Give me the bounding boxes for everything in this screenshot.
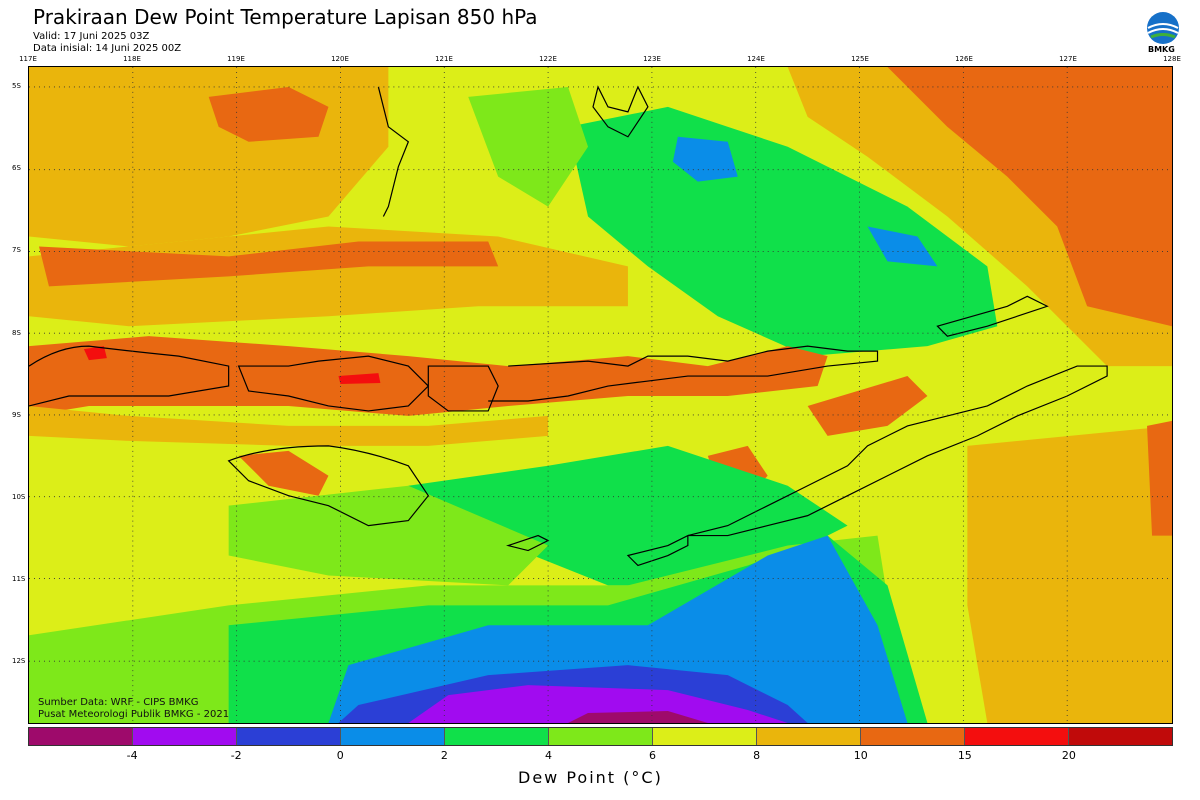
colorbar-tick-label: 4 [544,749,552,762]
dewpoint-map [28,66,1173,724]
coastlines [29,85,1108,567]
valid-time: Valid: 17 Juni 2025 03Z [33,31,150,42]
lon-label: 120E [331,55,349,63]
colorbar-segment [964,728,1068,745]
red-spot-central [338,373,381,385]
colorbar-segment [860,728,964,745]
lat-label: 8S [12,328,21,337]
gold-region-se [967,425,1172,723]
red-spot-west [83,346,107,361]
colorbar-segment [29,728,132,745]
colorbar-tick-label: -2 [230,749,242,762]
lon-label: 127E [1059,55,1077,63]
lat-label: 11S [12,575,26,584]
org-credit: Pusat Meteorologi Publik BMKG - 2021 [38,709,230,720]
colorbar [28,727,1173,746]
lat-label: 10S [12,493,26,501]
colorbar-segment [132,728,236,745]
lon-label: 122E [539,55,557,63]
lat-label: 12S [12,657,26,666]
orange-region-sumba [238,450,329,496]
lon-label: 117E [19,55,37,63]
colorbar-tick-label: -4 [126,749,138,762]
colorbar-tick-label: 6 [649,749,657,762]
purple-band-south [408,685,788,723]
logo-text: BMKG [1148,45,1175,54]
orange-region-ne [887,67,1172,327]
colorbar-segment [444,728,548,745]
lightgreen-halo-south [228,485,549,586]
darkpurple-spot-south [568,711,708,723]
lightblue-spot-1 [672,136,738,182]
orange-band-7s [38,241,499,287]
lat-label: 5S [12,82,21,90]
colorbar-segment [236,728,340,745]
gold-halo-islands [29,405,549,446]
colorbar-tick-label: 8 [753,749,761,762]
lon-label: 125E [851,55,869,63]
colorbar-segment [548,728,652,745]
orange-spot-east [1147,420,1172,536]
lon-label: 118E [123,55,141,63]
graticule [29,67,1172,723]
green-region-south [408,445,848,586]
colorbar-tick-label: 15 [957,749,972,762]
source-credit: Sumber Data: WRF - CIPS BMKG [38,697,199,708]
lightblue-spot-2 [867,226,938,267]
colorbar-tick-label: 2 [440,749,448,762]
colorbar-tick-label: 0 [336,749,344,762]
green-region-central [568,106,998,357]
colorbar-segment [756,728,860,745]
map-title: Prakiraan Dew Point Temperature Lapisan … [33,5,538,29]
lon-label: 126E [955,55,973,63]
colorbar-title: Dew Point (°C) [518,768,663,787]
lat-label: 7S [12,246,21,255]
colorbar-segment [652,728,756,745]
colorbar-segment [1068,728,1172,745]
colorbar-tick-label: 10 [853,749,868,762]
bmkg-logo-icon [1147,12,1179,44]
lightblue-band-south [328,535,908,723]
lon-label: 119E [227,55,245,63]
lon-label: 123E [643,55,661,63]
colorbar-segment [340,728,444,745]
lon-label: 121E [435,55,453,63]
lon-label: 128E [1163,55,1181,63]
lon-label: 124E [747,55,765,63]
lat-label: 6S [12,164,21,173]
lat-label: 9S [12,410,21,419]
init-time: Data inisial: 14 Juni 2025 00Z [33,43,182,54]
colorbar-tick-label: 20 [1061,749,1076,762]
orange-band-east [807,376,928,436]
orange-region-nw [208,86,329,142]
lightgreen-region-central [468,86,589,207]
